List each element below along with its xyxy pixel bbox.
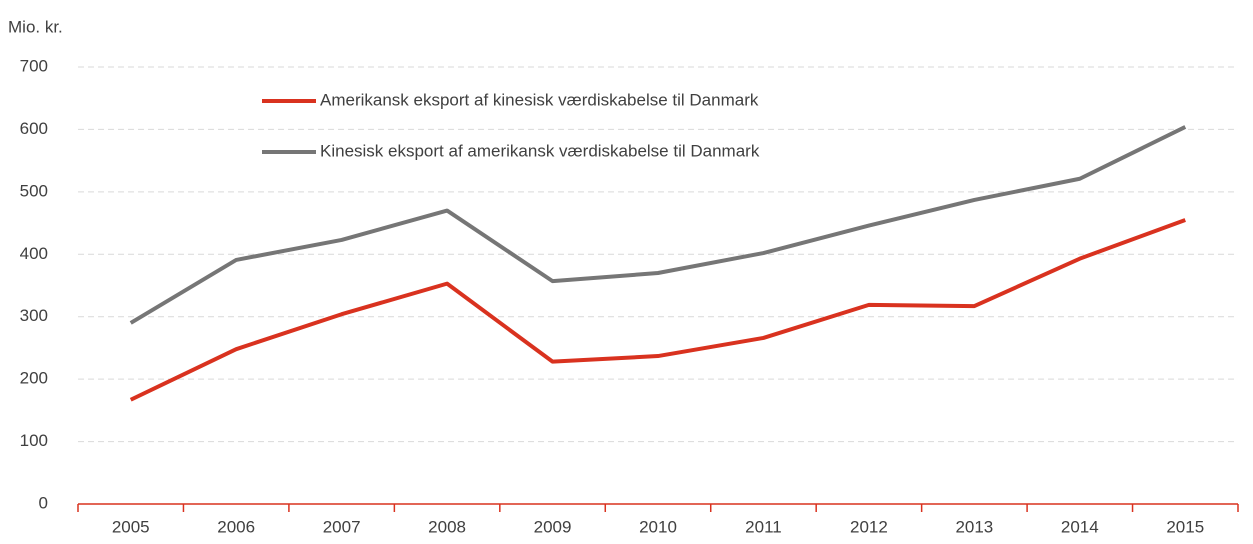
y-tick-label: 600	[20, 119, 48, 138]
x-tick-label: 2008	[428, 517, 466, 536]
x-tick-label: 2014	[1061, 517, 1099, 536]
x-tick-label: 2005	[112, 517, 150, 536]
y-axis-label: Mio. kr.	[8, 17, 63, 36]
y-tick-label: 400	[20, 244, 48, 263]
y-tick-label: 0	[39, 493, 48, 512]
x-tick-label: 2007	[323, 517, 361, 536]
x-tick-label: 2006	[217, 517, 255, 536]
line-series	[129, 218, 1186, 402]
x-tick-label: 2009	[534, 517, 572, 536]
x-tick-label: 2015	[1166, 517, 1204, 536]
line-series	[129, 125, 1187, 325]
x-tick-label: 2010	[639, 517, 677, 536]
y-tick-label: 300	[20, 306, 48, 325]
y-tick-label: 500	[20, 181, 48, 200]
x-tick-label: 2013	[955, 517, 993, 536]
legend-label: Kinesisk eksport af amerikansk værdiskab…	[320, 141, 760, 160]
y-tick-label: 200	[20, 369, 48, 388]
y-tick-label: 100	[20, 431, 48, 450]
y-tick-label: 700	[20, 56, 48, 75]
x-tick-label: 2012	[850, 517, 888, 536]
x-tick-label: 2011	[745, 517, 782, 536]
legend-label: Amerikansk eksport af kinesisk værdiskab…	[320, 90, 759, 109]
